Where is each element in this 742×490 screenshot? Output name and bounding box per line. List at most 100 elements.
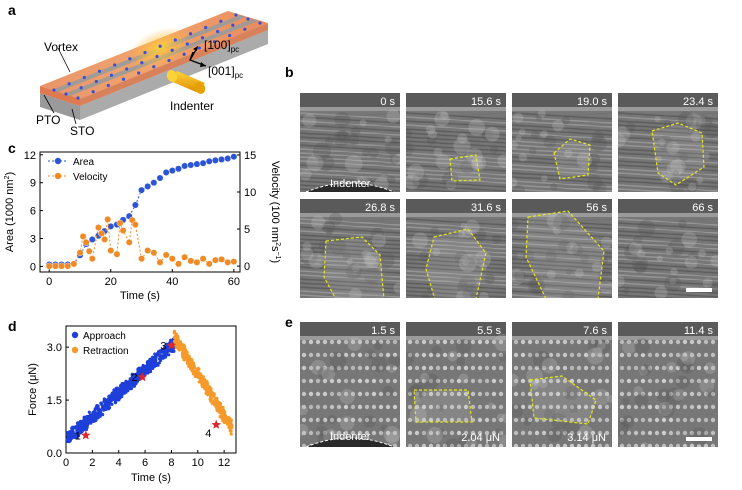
- marker-label: 4: [205, 428, 211, 440]
- data-point: [112, 396, 116, 400]
- star-marker: [137, 372, 148, 382]
- panel-label-c: c: [8, 140, 16, 156]
- data-point: [66, 434, 71, 438]
- domain-boundary: [413, 389, 473, 423]
- vortex-dot: [152, 65, 156, 69]
- tem-image-b: 31.6 s: [406, 199, 506, 298]
- data-point: [208, 397, 212, 401]
- data-point: [107, 247, 115, 254]
- data-point: [211, 156, 219, 164]
- data-point: [193, 374, 197, 379]
- tem-image-b: 19.0 s: [512, 93, 612, 192]
- vortex-dot: [158, 44, 162, 48]
- pto-label: PTO: [36, 113, 60, 127]
- vortex-dot: [67, 82, 71, 86]
- data-point: [173, 336, 177, 340]
- x-tick-label: 10: [192, 457, 204, 469]
- data-point: [199, 381, 204, 385]
- data-point: [154, 360, 158, 364]
- vortex-dot: [76, 96, 80, 100]
- data-point: [114, 390, 118, 395]
- data-point: [136, 371, 141, 375]
- data-point: [107, 223, 115, 230]
- data-point: [113, 250, 121, 258]
- data-point: [209, 390, 214, 394]
- data-point: [187, 161, 195, 169]
- data-point: [76, 249, 84, 257]
- data-point: [172, 329, 177, 333]
- panel-label-b: b: [285, 64, 294, 80]
- data-point: [131, 384, 135, 388]
- vortex-dot: [113, 63, 117, 67]
- y2-tick-label: 10: [244, 187, 256, 199]
- data-point: [205, 383, 209, 387]
- vortex-dot: [197, 46, 201, 50]
- indenter-icon: [166, 70, 206, 94]
- vortex-dot: [82, 75, 86, 80]
- domain-boundary: [425, 228, 487, 298]
- data-point: [82, 238, 90, 246]
- data-point: [126, 386, 130, 390]
- y-axis-label: Area (1000 nm2): [4, 172, 16, 252]
- x-tick-label: 20: [105, 276, 117, 288]
- data-point: [64, 262, 72, 270]
- vortex-dot: [52, 88, 56, 92]
- tem-image-e: 7.6 s 3.14 μN: [512, 322, 612, 447]
- star-marker: [166, 340, 177, 350]
- y2-tick-label: 5: [244, 224, 250, 236]
- data-point: [66, 437, 70, 441]
- vortex-dot: [64, 92, 68, 96]
- data-point: [199, 159, 207, 167]
- data-point: [124, 384, 128, 388]
- data-point: [204, 386, 208, 391]
- vortex-dot: [137, 71, 141, 75]
- y-tick-label: 3.0: [47, 342, 62, 354]
- domain-boundary: [525, 210, 605, 298]
- time-stamp: 5.5 s: [477, 325, 501, 337]
- y2-tick-label: 15: [244, 150, 256, 162]
- vortex-dot: [246, 17, 250, 21]
- data-point: [205, 260, 213, 268]
- vortex-dot: [143, 50, 147, 55]
- data-point: [70, 260, 78, 268]
- time-stamp: 23.4 s: [683, 96, 713, 108]
- vortex-dot: [106, 83, 110, 88]
- data-point: [88, 419, 92, 423]
- vortex-dot: [234, 13, 238, 17]
- x-tick-label: 0: [46, 276, 52, 288]
- indenter-label: Indenter: [170, 99, 214, 113]
- data-point: [175, 260, 182, 268]
- plot-frame: [65, 325, 237, 454]
- time-stamp: 1.5 s: [371, 325, 395, 337]
- data-point: [176, 335, 180, 339]
- data-point: [182, 351, 187, 356]
- data-point: [77, 431, 81, 435]
- data-point: [143, 365, 147, 369]
- data-point: [129, 387, 134, 391]
- vortex-dot: [185, 42, 189, 46]
- time-stamp: 11.4 s: [683, 325, 713, 337]
- data-point: [121, 381, 126, 386]
- data-point: [107, 406, 112, 410]
- legend-marker: [54, 172, 62, 180]
- y2-tick-label: 0: [244, 261, 250, 273]
- domain-boundary: [323, 236, 385, 298]
- data-point: [222, 418, 226, 422]
- data-point: [197, 380, 201, 384]
- marker-label: 1: [75, 430, 81, 442]
- sto-label: STO: [70, 124, 94, 138]
- data-point: [70, 435, 74, 439]
- data-point: [197, 371, 201, 375]
- data-point: [224, 258, 232, 266]
- data-point: [155, 353, 159, 357]
- vortex-dot: [109, 73, 114, 77]
- data-point: [197, 374, 201, 379]
- vortex-dot: [200, 36, 205, 40]
- data-point: [187, 257, 195, 265]
- panel-label-d: d: [8, 318, 17, 334]
- y-tick-label: 12: [24, 150, 36, 162]
- y-tick-label: 9: [30, 178, 36, 190]
- data-point: [186, 354, 191, 359]
- data-point: [142, 370, 146, 374]
